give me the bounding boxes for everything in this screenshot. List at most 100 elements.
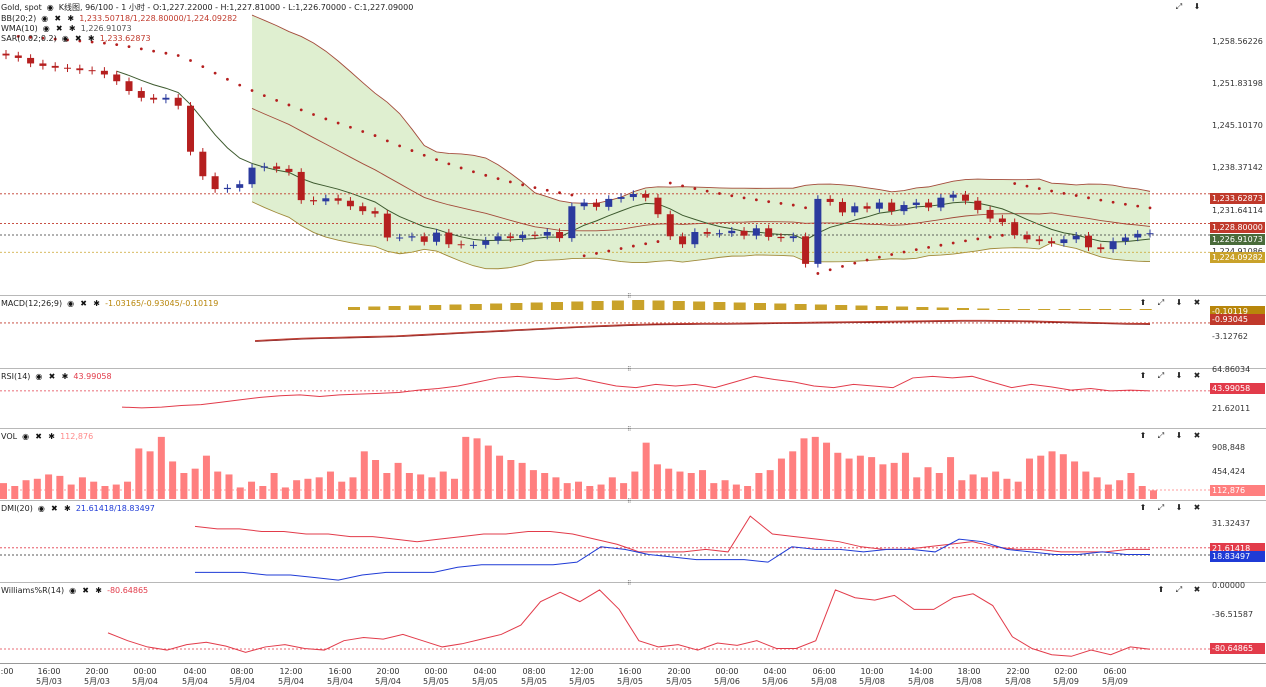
y-tick: 31.32437 xyxy=(1212,519,1251,528)
volume-bar xyxy=(439,471,447,499)
eye-icon[interactable]: ◉ xyxy=(46,2,54,12)
volume-bar xyxy=(947,457,955,499)
volume-bar xyxy=(394,462,402,499)
indicator-name[interactable]: RSI(14) xyxy=(1,371,31,381)
indicator-name[interactable]: VOL xyxy=(1,431,18,441)
volume-bar xyxy=(146,451,154,499)
sar-dot xyxy=(127,45,131,48)
eye-icon[interactable]: ◉ xyxy=(69,585,77,595)
sar-dot xyxy=(66,38,69,42)
arrow-down-icon[interactable]: ⬇ xyxy=(1193,2,1201,11)
arrow-down-icon[interactable]: ⬇ xyxy=(1175,371,1183,380)
eye-icon[interactable]: ◉ xyxy=(35,371,43,381)
gear-icon[interactable]: ✱ xyxy=(87,33,95,43)
candle-body xyxy=(420,236,428,242)
volume-bar xyxy=(642,442,650,499)
indicator-value: 1,233.62873 xyxy=(99,33,151,43)
maximize-icon[interactable]: ⤢ xyxy=(1175,2,1183,11)
volume-bar xyxy=(90,481,98,499)
williams-chart[interactable] xyxy=(0,583,1266,664)
close-icon[interactable]: ✖ xyxy=(50,503,58,513)
arrow-up-icon[interactable]: ⬆ xyxy=(1139,431,1147,440)
close-icon[interactable]: ✖ xyxy=(48,371,56,381)
maximize-icon[interactable]: ⤢ xyxy=(1157,371,1165,380)
arrow-up-icon[interactable]: ⬆ xyxy=(1139,503,1147,512)
eye-icon[interactable]: ◉ xyxy=(42,23,50,33)
eye-icon[interactable]: ◉ xyxy=(22,431,30,441)
indicator-name[interactable]: WMA(10) xyxy=(1,23,38,33)
sar-dot xyxy=(459,166,463,170)
maximize-icon[interactable]: ⤢ xyxy=(1157,503,1165,512)
gear-icon[interactable]: ✱ xyxy=(95,585,102,595)
price-chart[interactable] xyxy=(0,0,1266,296)
maximize-icon[interactable]: ⤢ xyxy=(1157,298,1165,307)
volume-bar xyxy=(1059,454,1067,499)
gear-icon[interactable]: ✱ xyxy=(68,23,76,33)
close-icon[interactable]: ✖ xyxy=(80,298,87,308)
volume-bar xyxy=(281,487,289,499)
arrow-down-icon[interactable]: ⬇ xyxy=(1175,431,1183,440)
time-tick: 16:00 5月/03 xyxy=(36,667,62,686)
close-icon[interactable]: ✖ xyxy=(55,23,63,33)
macd-histogram-bar xyxy=(571,301,584,310)
volume-chart[interactable] xyxy=(0,429,1266,501)
eye-icon[interactable]: ◉ xyxy=(37,503,45,513)
drag-handle-icon[interactable]: ⠿ xyxy=(627,426,632,433)
volume-bar xyxy=(270,473,278,499)
drag-handle-icon[interactable]: ⠿ xyxy=(627,498,632,505)
indicator-name[interactable]: SAR(0.02;0.2) xyxy=(1,33,57,43)
indicator-name[interactable]: MACD(12;26;9) xyxy=(1,298,63,308)
dmi-chart[interactable] xyxy=(0,501,1266,583)
arrow-down-icon[interactable]: ⬇ xyxy=(1175,503,1183,512)
maximize-icon[interactable]: ⤢ xyxy=(1175,585,1183,594)
arrow-up-icon[interactable]: ⬆ xyxy=(1157,585,1165,594)
drag-handle-icon[interactable]: ⠿ xyxy=(627,366,632,373)
sar-dot xyxy=(385,139,389,143)
gear-icon[interactable]: ✱ xyxy=(63,503,71,513)
volume-bar xyxy=(338,481,346,499)
close-icon[interactable]: ✖ xyxy=(35,431,42,441)
arrow-down-icon[interactable]: ⬇ xyxy=(1175,298,1183,307)
eye-icon[interactable]: ◉ xyxy=(67,298,75,308)
drag-handle-icon[interactable]: ⠿ xyxy=(627,580,632,587)
arrow-up-icon[interactable]: ⬆ xyxy=(1139,371,1147,380)
y-tick: 1,258.56226 xyxy=(1212,37,1263,46)
volume-bar xyxy=(766,470,774,499)
gear-icon[interactable]: ✱ xyxy=(93,298,100,308)
gear-icon[interactable]: ✱ xyxy=(67,13,75,23)
close-icon[interactable]: ✖ xyxy=(82,585,89,595)
gear-icon[interactable]: ✱ xyxy=(61,371,69,381)
indicator-name[interactable]: DMI(20) xyxy=(1,503,33,513)
candle-body xyxy=(396,237,404,239)
close-pane-icon[interactable]: ✖ xyxy=(1193,503,1201,512)
close-icon[interactable]: ✖ xyxy=(74,33,82,43)
candle-body xyxy=(531,235,539,237)
sar-dot xyxy=(78,39,82,43)
sar-dot xyxy=(250,89,254,92)
macd-histogram-bar xyxy=(814,304,827,310)
sar-dot xyxy=(754,198,758,202)
arrow-up-icon[interactable]: ⬆ xyxy=(1139,298,1147,307)
indicator-value: 112,876 xyxy=(60,431,94,441)
close-pane-icon[interactable]: ✖ xyxy=(1193,371,1201,380)
time-tick: 22:00 5月/08 xyxy=(1005,667,1031,686)
macd-chart[interactable] xyxy=(0,296,1266,369)
drag-handle-icon[interactable]: ⠿ xyxy=(627,293,632,300)
symbol-label[interactable]: Gold, spot xyxy=(1,2,42,12)
gear-icon[interactable]: ✱ xyxy=(48,431,55,441)
candle-body xyxy=(150,97,158,100)
candle-body xyxy=(777,236,785,239)
eye-icon[interactable]: ◉ xyxy=(61,33,69,43)
rsi-chart[interactable] xyxy=(0,369,1266,429)
candle-body xyxy=(88,70,96,72)
close-icon[interactable]: ✖ xyxy=(54,13,62,23)
eye-icon[interactable]: ◉ xyxy=(41,13,49,23)
maximize-icon[interactable]: ⤢ xyxy=(1157,431,1165,440)
volume-tag: 112,876 xyxy=(1210,485,1265,496)
indicator-name[interactable]: Williams%R(14) xyxy=(1,585,65,595)
close-pane-icon[interactable]: ✖ xyxy=(1193,585,1201,594)
close-pane-icon[interactable]: ✖ xyxy=(1193,298,1201,307)
rsi-header: RSI(14) ◉ ✖ ✱ 43.99058 xyxy=(1,371,112,381)
close-pane-icon[interactable]: ✖ xyxy=(1193,431,1201,440)
indicator-name[interactable]: BB(20;2) xyxy=(1,13,37,23)
